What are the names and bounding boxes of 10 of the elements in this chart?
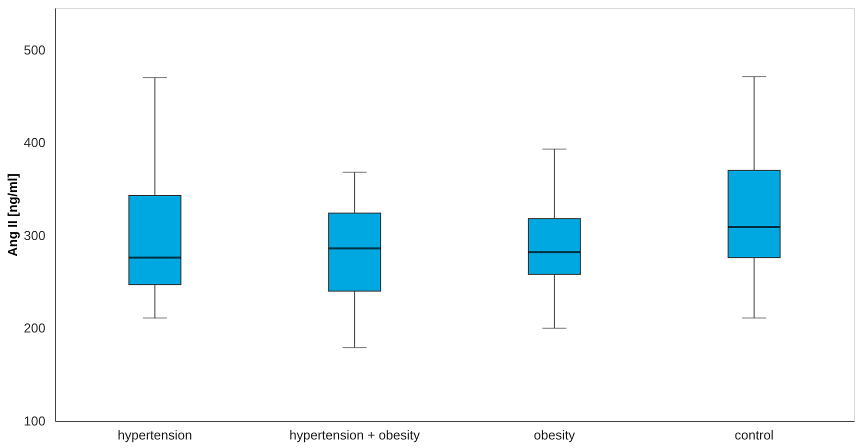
x-tick-label: obesity [534, 428, 576, 442]
x-tick-label: hypertension + obesity [289, 428, 420, 442]
x-tick-label: hypertension [118, 428, 192, 442]
y-axis-title: Ang II [ng/ml] [4, 173, 20, 257]
x-tick-label: control [734, 428, 774, 442]
y-tick-label: 200 [24, 320, 46, 336]
y-tick-label: 300 [24, 228, 46, 243]
y-tick-label: 100 [24, 414, 46, 428]
y-tick-label: 500 [24, 42, 46, 58]
y-tick-label: 400 [24, 135, 46, 150]
